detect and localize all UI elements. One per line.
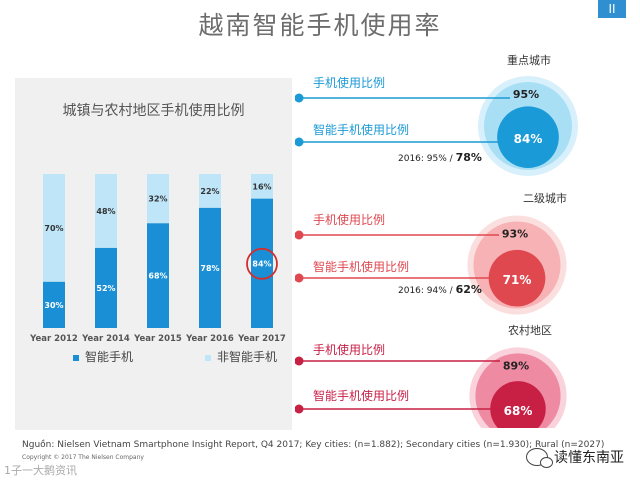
region-label-key-city: 重点城市 <box>507 54 551 67</box>
note-2016-secondary-city-prefix: 2016: 94% / <box>398 286 456 296</box>
bar-non-smartphone <box>43 174 65 282</box>
page-title: 越南智能手机使用率 <box>198 11 442 40</box>
x-tick-label: Year 2014 <box>81 334 130 343</box>
bar-chart-panel: 城镇与农村地区手机使用比例 30% 70% Year 2012 52% 48% Year … <box>15 78 292 430</box>
row-label-rural-smart: 智能手机使用比例 <box>313 389 410 403</box>
row-label-rural-phone: 手机使用比例 <box>313 343 386 357</box>
note-2016-secondary-city-value: 62% <box>455 283 482 296</box>
copyright-note: Copyright © 2017 The Nielsen Company <box>22 454 144 461</box>
bar-smartphone <box>95 247 117 328</box>
bar-value-label-smartphone: 52% <box>96 284 115 293</box>
row-marker-dot <box>295 273 304 283</box>
bar-value-label-smartphone: 30% <box>44 301 63 310</box>
row-marker-dot <box>295 356 304 366</box>
bar-value-label-non-smartphone: 16% <box>252 182 271 191</box>
row-label-key-phone: 手机使用比例 <box>313 76 386 90</box>
highlight-circle <box>246 247 278 280</box>
bar-value-label-non-smartphone: 48% <box>96 207 115 216</box>
legend-swatch-non-smartphone <box>205 354 211 361</box>
bar-value-label-non-smartphone: 70% <box>44 224 63 233</box>
bubble-value-smartphone: 84% <box>514 132 543 146</box>
x-tick-label: Year 2016 <box>185 334 234 343</box>
corner-badge: II <box>598 0 626 18</box>
bubble-smartphone-usage <box>490 381 546 428</box>
legend-label-non-smartphone: 非智能手机 <box>217 350 278 364</box>
bubble-value-smartphone: 71% <box>503 273 532 287</box>
bar-smartphone <box>43 281 65 328</box>
note-2016-key-city-value: 78% <box>455 151 482 164</box>
watermark: 读懂东南亚 <box>526 447 624 468</box>
bar-value-label-smartphone: 68% <box>148 272 167 281</box>
bubble-value-smartphone: 68% <box>504 404 533 418</box>
legend-item-non-smartphone: 非智能手机 <box>205 348 277 365</box>
x-tick-label: Year 2015 <box>133 334 182 343</box>
x-tick-label: Year 2017 <box>237 334 286 343</box>
bar-value-label-smartphone: 78% <box>200 264 219 273</box>
wechat-icon <box>526 448 553 468</box>
row-marker-dot <box>295 404 304 414</box>
bar-non-smartphone <box>251 174 273 199</box>
bar-value-label-non-smartphone: 32% <box>148 195 167 204</box>
note-2016-secondary-city: 2016: 94% / 62% <box>398 283 482 296</box>
row-marker-dot <box>295 230 304 240</box>
bar-non-smartphone <box>95 174 117 248</box>
bar-non-smartphone <box>147 174 169 224</box>
bar-value-label-non-smartphone: 22% <box>200 187 219 196</box>
bar-smartphone <box>199 207 221 328</box>
row-marker-dot <box>295 93 304 103</box>
bar-smartphone <box>251 198 273 328</box>
row-label-secondary-phone: 手机使用比例 <box>313 213 386 227</box>
bar-non-smartphone <box>199 174 221 208</box>
row-marker-dot <box>295 137 304 147</box>
bubble-smartphone-usage <box>497 106 559 168</box>
bubble-chart: 95% 84% 93% 71% 89% 68% <box>295 76 578 428</box>
legend-swatch-smartphone <box>73 354 79 361</box>
watermark-text: 读懂东南亚 <box>554 450 624 466</box>
region-label-secondary-city: 二级城市 <box>523 192 567 205</box>
legend-label-smartphone: 智能手机 <box>85 350 134 364</box>
source-note: Nguồn: Nielsen Vietnam Smartphone Insigh… <box>22 440 605 450</box>
note-2016-key-city-prefix: 2016: 95% / <box>398 154 456 164</box>
bar-value-label-smartphone: 84% <box>252 259 271 268</box>
bubble-value-phone: 89% <box>503 359 529 372</box>
bar-smartphone <box>147 223 169 328</box>
note-2016-key-city: 2016: 95% / 78% <box>398 151 482 164</box>
x-tick-label: Year 2012 <box>29 334 78 343</box>
region-label-rural: 农村地区 <box>508 324 552 337</box>
row-label-key-smart: 智能手机使用比例 <box>313 123 410 137</box>
bottom-left-mark: 1子一大鹅资讯 <box>4 464 77 477</box>
legend-item-smartphone: 智能手机 <box>73 348 133 365</box>
row-label-secondary-smart: 智能手机使用比例 <box>313 260 410 274</box>
bar-chart-title: 城镇与农村地区手机使用比例 <box>62 103 245 119</box>
bubble-value-phone: 93% <box>502 227 528 240</box>
stacked-bar-chart: 30% 70% Year 2012 52% 48% Year 2014 68% 32% Year… <box>29 174 286 343</box>
bubble-value-phone: 95% <box>513 88 539 101</box>
